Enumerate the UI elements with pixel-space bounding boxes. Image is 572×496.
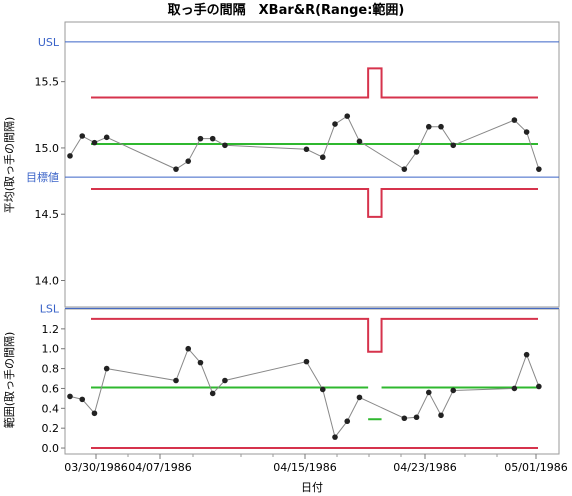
x-tick-label: 04/07/1986 (128, 461, 191, 474)
xbar-data-point (511, 117, 518, 123)
xbar-data-point (67, 153, 73, 159)
range-data-point (103, 365, 110, 372)
range-data-point (185, 345, 192, 352)
x-axis-label: 日付 (301, 481, 323, 494)
xbar-panel-frame (64, 21, 560, 308)
range-data-point (356, 394, 363, 401)
xbar-data-point (332, 121, 338, 127)
xbar-data-point (356, 138, 363, 145)
range-data-point (344, 418, 351, 425)
xbar-data-point (438, 123, 444, 130)
xbar-data-point (185, 158, 192, 164)
xbar-y-tick-label: 15.5 (35, 76, 60, 89)
range-data-point (536, 383, 542, 390)
range-data-point (319, 386, 326, 393)
range-data-point (332, 434, 338, 440)
range-data-point (303, 358, 310, 365)
x-tick-label: 03/30/1986 (64, 461, 127, 474)
range-y-tick-label: 1.0 (42, 343, 60, 356)
xbar-data-point (425, 123, 432, 130)
range-data-point (438, 412, 444, 419)
xbar-y-tick-label: 14.0 (35, 274, 60, 287)
xbar-panel: 14.0 14.5 15.0 15.5 USL 目標値 LSL (26, 36, 559, 315)
range-data-point (401, 415, 408, 422)
xbar-ref-label: USL (38, 36, 60, 49)
range-y-tick-label: 0.6 (42, 382, 60, 395)
xbar-data-point (222, 142, 228, 149)
range-data-point (413, 414, 420, 421)
x-tick-label: 05/01/1986 (504, 461, 567, 474)
xbar-connector-line (69, 115, 540, 170)
xbar-data-point (523, 129, 530, 135)
xbar-y-axis-label: 平均(取っ手の間隔) (2, 117, 16, 214)
range-data-point (209, 390, 216, 397)
xbar-data-point (344, 113, 351, 119)
range-data-point (511, 385, 518, 392)
xbar-ucl-line (91, 67, 538, 99)
xbar-data-point (536, 166, 542, 172)
range-data-point (222, 377, 228, 384)
range-y-tick-label: 0.4 (42, 402, 60, 415)
xbar-data-point (319, 154, 326, 161)
range-y-tick-label: 0.0 (42, 442, 60, 455)
range-data-point (450, 387, 457, 394)
range-data-point (91, 410, 98, 417)
xbar-data-point (303, 146, 310, 153)
range-panel: 0.0 0.2 0.4 0.6 0.8 1.0 1.2 (42, 317, 542, 455)
xbar-data-point (413, 149, 420, 155)
chart-title: 取っ手の間隔 XBar&R(Range:範囲) (168, 2, 405, 18)
range-y-tick-label: 0.2 (42, 422, 60, 435)
range-data-point (523, 351, 530, 358)
range-data-point (197, 359, 204, 366)
xbar-data-point (209, 135, 216, 142)
xbar-ref-label: LSL (40, 302, 60, 315)
range-data-point (67, 393, 73, 400)
range-data-point (173, 377, 179, 384)
xbar-data-point (450, 142, 457, 149)
xbar-data-point (91, 139, 98, 146)
xbar-y-tick-label: 15.0 (35, 142, 60, 155)
x-axis: 03/30/1986 04/07/1986 04/15/1986 04/23/1986… (64, 454, 568, 474)
xbar-data-point (173, 166, 179, 172)
range-panel-frame (64, 308, 560, 455)
range-y-tick-label: 0.8 (42, 363, 60, 376)
xbar-data-point (197, 135, 204, 142)
range-y-tick-label: 1.2 (42, 323, 60, 336)
xbar-data-point (79, 133, 86, 139)
x-tick-label: 04/23/1986 (393, 461, 456, 474)
range-data-point (425, 389, 432, 396)
range-ucl-line (91, 317, 538, 353)
xbar-data-point (401, 166, 408, 172)
xbar-ref-label: 目標値 (26, 170, 59, 184)
xbar-y-tick-label: 14.5 (35, 208, 60, 221)
xbar-lcl-line (91, 188, 538, 218)
range-y-axis-label: 範囲(取っ手の間隔) (2, 332, 16, 429)
range-connector-line (69, 347, 540, 439)
x-tick-label: 04/15/1986 (273, 461, 336, 474)
xbar-data-point (103, 134, 110, 141)
range-data-point (79, 396, 86, 403)
